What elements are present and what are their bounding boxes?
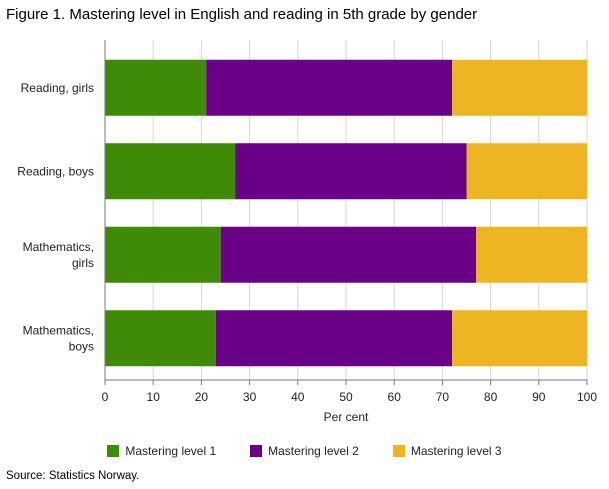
bars — [105, 59, 587, 367]
chart-title: Figure 1. Mastering level in English and… — [6, 6, 478, 23]
category-label-line: Reading, boys — [17, 164, 94, 178]
category-label: Reading, boys — [17, 164, 94, 178]
x-tick-label: 0 — [102, 390, 109, 404]
x-axis-label: Per cent — [324, 410, 369, 424]
legend: Mastering level 1 Mastering level 2 Master… — [0, 444, 609, 458]
legend-item-level-2: Mastering level 2 — [250, 444, 359, 458]
x-tick-label: 20 — [195, 390, 209, 404]
x-tick-label: 50 — [339, 390, 353, 404]
x-tick-label: 10 — [147, 390, 161, 404]
x-tick-label: 80 — [484, 390, 498, 404]
category-label-line: boys — [69, 339, 94, 353]
category-label: Reading, girls — [21, 81, 94, 95]
bar-segment-level-3 — [452, 59, 587, 116]
x-axis: 0 10 20 30 40 50 60 70 80 90 100 — [102, 40, 597, 404]
legend-label: Mastering level 2 — [268, 444, 359, 458]
x-tick-label: 40 — [291, 390, 305, 404]
x-tick-label: 100 — [577, 390, 597, 404]
x-tick-label: 70 — [436, 390, 450, 404]
bar-segment-level-1 — [105, 310, 216, 367]
bar-segment-level-1 — [105, 59, 207, 116]
category-label-line: girls — [72, 256, 94, 270]
bar-segment-level-2 — [235, 143, 467, 200]
category-label-line: Mathematics, — [23, 323, 94, 337]
category-label-line: Mathematics, — [23, 240, 94, 254]
legend-label: Mastering level 1 — [125, 444, 217, 458]
bar-segment-level-2 — [220, 226, 477, 283]
legend-swatch — [392, 445, 405, 457]
x-tick-label: 60 — [388, 390, 402, 404]
bar-segment-level-1 — [105, 143, 236, 200]
bar-segment-level-1 — [105, 226, 221, 283]
bar-segment-level-3 — [452, 310, 587, 367]
source-note: Source: Statistics Norway. — [6, 470, 140, 482]
legend-item-level-1: Mastering level 1 — [107, 444, 216, 458]
category-labels: Reading, girls Reading, boys Mathematics, g… — [17, 81, 94, 354]
legend-swatch — [107, 445, 120, 457]
legend-swatch — [250, 445, 263, 457]
stacked-bar-chart: Reading, girls Reading, boys Mathematics, g… — [17, 40, 597, 424]
x-tick-label: 90 — [532, 390, 546, 404]
bar-segment-level-2 — [206, 59, 453, 116]
x-tick-label: 30 — [243, 390, 257, 404]
category-label-line: Reading, girls — [21, 81, 94, 95]
legend-label: Mastering level 3 — [410, 444, 502, 458]
category-label: Mathematics, girls — [23, 240, 94, 270]
bar-segment-level-3 — [476, 226, 587, 283]
legend-item-level-3: Mastering level 3 — [392, 444, 502, 458]
category-label: Mathematics, boys — [23, 323, 94, 353]
bar-segment-level-2 — [215, 310, 453, 367]
bar-segment-level-3 — [466, 143, 587, 200]
